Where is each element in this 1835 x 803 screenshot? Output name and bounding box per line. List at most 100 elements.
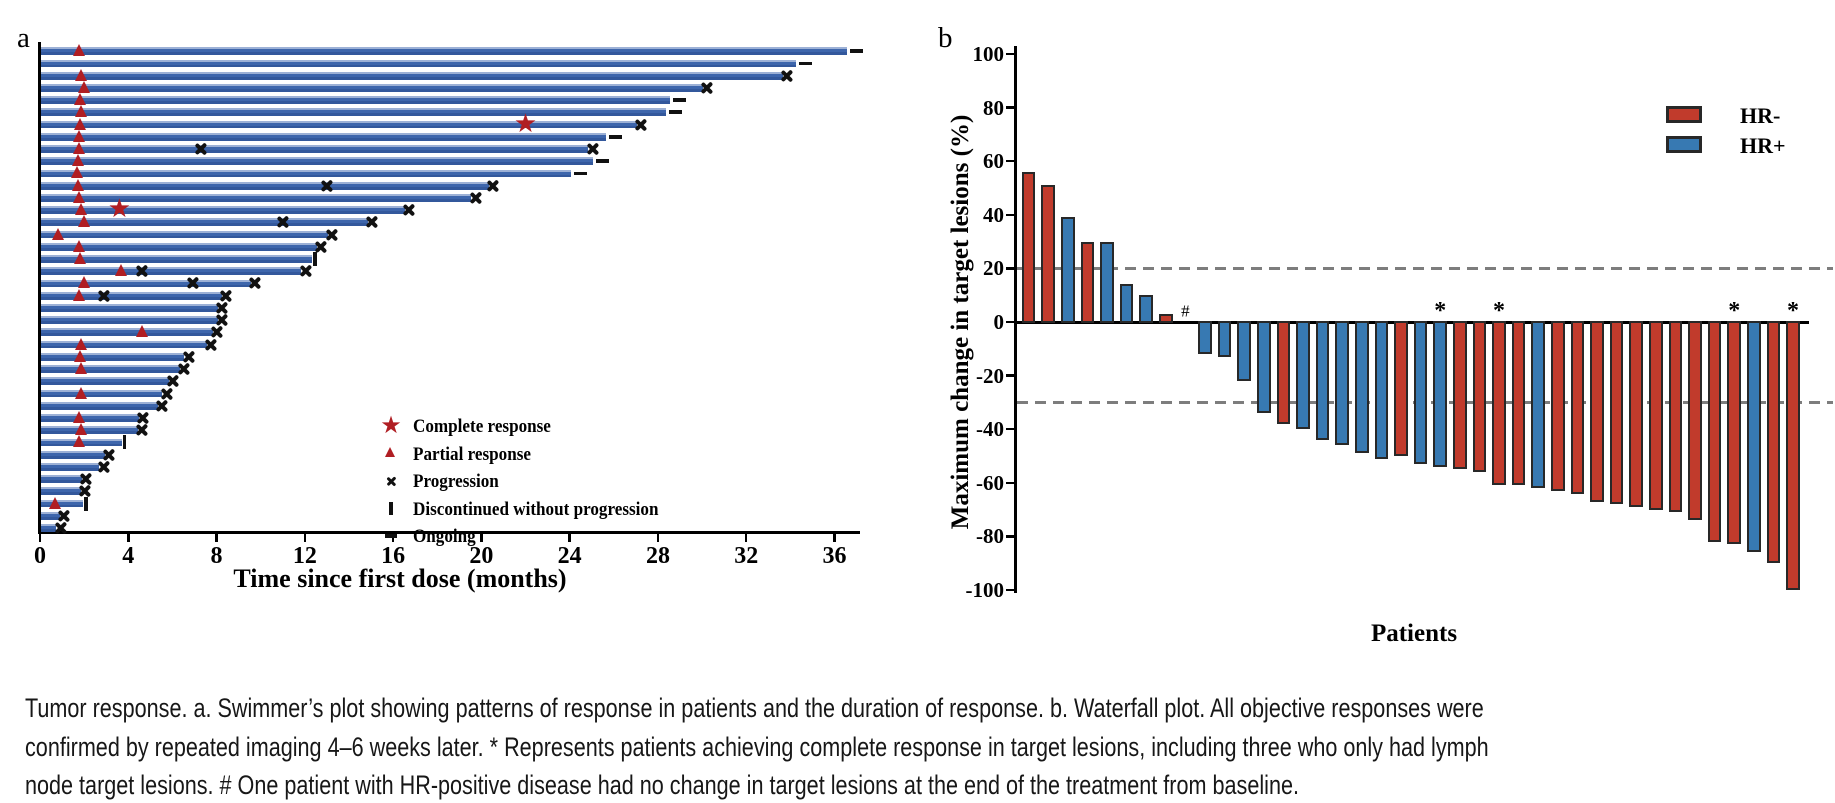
y-axis-tick bbox=[1006, 267, 1014, 270]
waterfall-bar bbox=[1472, 320, 1487, 473]
waterfall-x-axis-title: Patients bbox=[1370, 620, 1458, 647]
x-axis-tick-label: 4 bbox=[122, 543, 135, 569]
swimmer-bar bbox=[41, 475, 82, 483]
waterfall-bar bbox=[1727, 320, 1742, 545]
waterfall-bar bbox=[1158, 313, 1173, 324]
y-axis-tick-label: 20 bbox=[983, 256, 1004, 281]
waterfall-zero-line bbox=[1017, 320, 1809, 324]
hr-negative-legend-swatch bbox=[1666, 106, 1702, 123]
complete-response-icon: ★ bbox=[107, 194, 132, 225]
partial-response-icon bbox=[73, 435, 86, 448]
waterfall-bar bbox=[1021, 171, 1036, 324]
swimmer-bar bbox=[41, 108, 666, 117]
caption-line: node target lesions. # One patient with … bbox=[25, 770, 1299, 800]
waterfall-bar bbox=[1100, 241, 1114, 324]
waterfall-bar bbox=[1198, 320, 1212, 355]
ongoing-icon bbox=[668, 110, 682, 115]
waterfall-bar bbox=[1668, 320, 1683, 513]
ongoing-icon bbox=[672, 98, 686, 102]
waterfall-bar bbox=[1335, 320, 1350, 446]
partial-response-icon bbox=[75, 105, 88, 118]
partial-response-icon bbox=[74, 117, 87, 130]
x-axis-tick bbox=[303, 534, 307, 542]
y-axis-tick bbox=[1006, 320, 1014, 324]
waterfall-bar bbox=[1629, 320, 1644, 507]
x-axis-tick bbox=[215, 534, 218, 542]
waterfall-bar bbox=[1550, 320, 1565, 491]
partial-response-legend-icon bbox=[385, 447, 395, 457]
caption-line: confirmed by repeated imaging 4–6 weeks … bbox=[25, 731, 1489, 762]
y-axis-tick-label: 40 bbox=[983, 202, 1004, 227]
y-axis-tick bbox=[1006, 52, 1014, 56]
swimmer-bar bbox=[41, 328, 214, 337]
x-axis-tick bbox=[833, 534, 836, 542]
swimmer-bar bbox=[41, 230, 328, 239]
swimmer-bar bbox=[41, 242, 317, 251]
swimmer-bar bbox=[41, 352, 185, 361]
swimmer-bar bbox=[41, 316, 218, 325]
swimmer-legend-label: Discontinued without progression bbox=[413, 498, 659, 520]
x-axis-tick-label: 12 bbox=[292, 543, 317, 569]
y-axis-tick bbox=[1006, 481, 1014, 485]
x-axis-tick bbox=[391, 534, 395, 542]
waterfall-bar bbox=[1531, 320, 1546, 489]
waterfall-bar bbox=[1492, 320, 1506, 486]
swimmer-bar bbox=[41, 414, 140, 422]
waterfall-bar bbox=[1648, 320, 1663, 510]
waterfall-bar bbox=[1433, 320, 1448, 467]
swimmer-legend-label: Progression bbox=[413, 471, 499, 492]
complete-response-legend-icon: ★ bbox=[380, 411, 402, 440]
waterfall-bar bbox=[1590, 320, 1604, 502]
complete-response-icon: ★ bbox=[513, 108, 538, 139]
x-axis-tick-label: 16 bbox=[381, 543, 406, 569]
x-axis-tick-label: 20 bbox=[469, 543, 494, 569]
partial-response-icon bbox=[73, 190, 86, 203]
x-axis-tick bbox=[568, 534, 571, 542]
complete-response-asterisk: * bbox=[1787, 298, 1799, 324]
swimmer-bar bbox=[41, 206, 406, 215]
y-axis-tick-label: -80 bbox=[976, 524, 1004, 549]
partial-response-icon bbox=[71, 166, 84, 179]
ongoing-icon bbox=[798, 61, 812, 66]
y-axis-tick bbox=[1006, 374, 1014, 377]
reference-dashed-line bbox=[1017, 266, 1833, 271]
waterfall-bar bbox=[1354, 320, 1369, 454]
waterfall-bar bbox=[1452, 320, 1467, 470]
waterfall-bar bbox=[1746, 320, 1761, 553]
x-axis-tick bbox=[656, 534, 660, 542]
x-axis-tick-label: 28 bbox=[645, 543, 670, 569]
swimmer-bar bbox=[41, 83, 704, 92]
partial-response-icon bbox=[72, 178, 85, 191]
ongoing-icon bbox=[849, 49, 863, 54]
swimmer-bar bbox=[41, 462, 100, 471]
panel-a-letter: a bbox=[17, 22, 30, 54]
partial-response-icon bbox=[75, 337, 88, 350]
swimmer-bar bbox=[41, 279, 251, 288]
swimmer-bar bbox=[41, 499, 83, 508]
y-axis-tick-label: -20 bbox=[976, 363, 1004, 388]
swimmer-bar bbox=[41, 71, 783, 80]
x-axis-tick-label: 36 bbox=[822, 543, 847, 569]
y-axis-tick bbox=[1006, 159, 1014, 163]
swimmer-bar bbox=[41, 47, 847, 56]
swimmer-bar bbox=[41, 157, 593, 166]
swimmer-legend-label: Ongoing bbox=[413, 526, 476, 548]
partial-response-icon bbox=[75, 423, 88, 436]
y-axis-tick bbox=[1006, 535, 1014, 538]
waterfall-bar bbox=[1707, 320, 1722, 542]
y-axis-tick bbox=[1006, 427, 1014, 431]
ongoing-icon bbox=[573, 171, 587, 176]
swimmer-legend-label: Complete response bbox=[413, 416, 551, 437]
partial-response-icon bbox=[75, 362, 88, 375]
x-axis-tick bbox=[480, 534, 483, 542]
caption-line: Tumor response. a. Swimmer’s plot showin… bbox=[25, 693, 1484, 723]
waterfall-bar bbox=[1237, 320, 1252, 381]
complete-response-asterisk: * bbox=[1434, 298, 1447, 324]
swimmer-bar bbox=[41, 96, 670, 104]
swimmer-bar bbox=[41, 169, 571, 178]
y-axis-tick bbox=[1006, 588, 1014, 592]
waterfall-bar bbox=[1041, 185, 1056, 324]
y-axis-tick-label: -40 bbox=[976, 417, 1004, 442]
